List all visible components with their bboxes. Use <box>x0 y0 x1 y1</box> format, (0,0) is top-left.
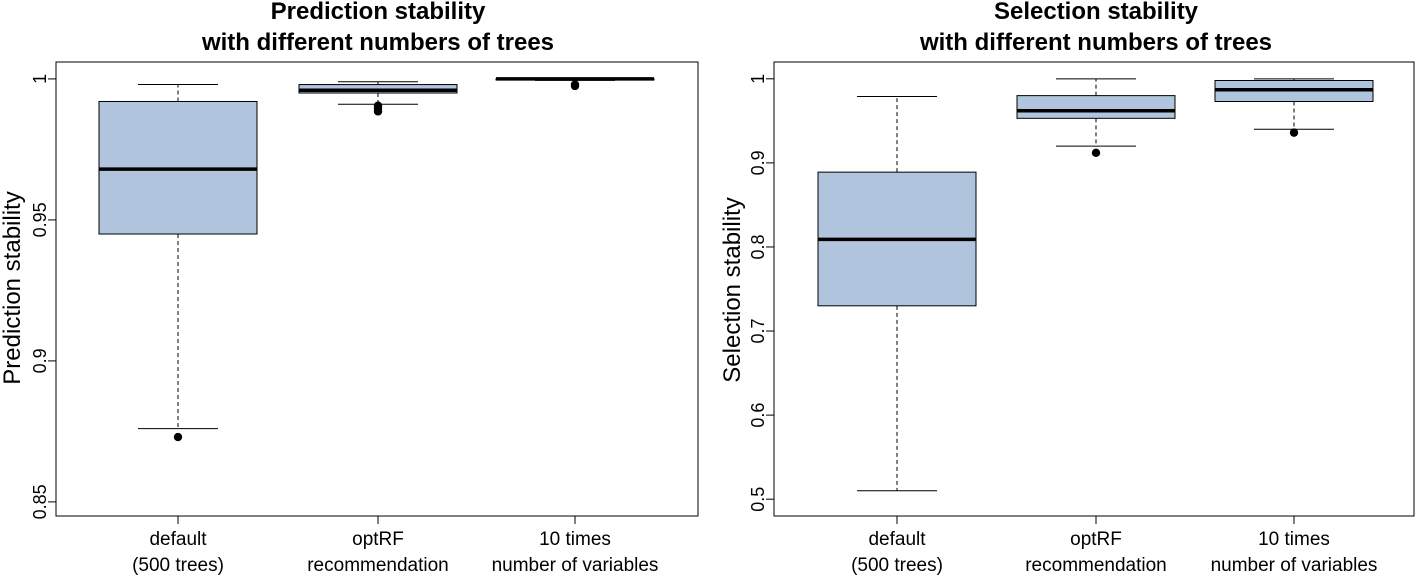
y-tick-label: 1 <box>30 74 50 84</box>
x-tick-label: (500 trees) <box>132 555 224 576</box>
box-2 <box>298 81 458 116</box>
y-tick-label: 0.95 <box>30 202 50 237</box>
x-tick-label: recommendation <box>1025 555 1167 576</box>
box-3 <box>1214 78 1374 137</box>
x-tick-label: 10 times <box>1258 529 1330 550</box>
y-axis-label: Selection stability <box>719 197 746 382</box>
x-tick-label: 10 times <box>539 529 611 550</box>
box-3 <box>495 77 655 91</box>
selection-stability-chart: Selection stability with different numbe… <box>719 0 1415 576</box>
outlier-point <box>1091 148 1101 157</box>
y-tick-label: 0.7 <box>748 319 768 344</box>
chart-title-line-2: with different numbers of trees <box>201 29 554 56</box>
chart-title-line-1: Prediction stability <box>271 0 486 25</box>
x-tick-label: (500 trees) <box>851 555 943 576</box>
outlier-point <box>173 432 183 442</box>
outlier-point <box>373 101 383 110</box>
box-2 <box>1016 78 1176 157</box>
x-tick-label: optRF <box>352 529 404 550</box>
y-tick-label: 0.9 <box>30 348 50 373</box>
y-tick-label: 1 <box>748 74 768 84</box>
prediction-stability-chart: Prediction stability with different numb… <box>0 0 699 576</box>
plot-frame <box>55 61 699 517</box>
box-1 <box>98 84 258 442</box>
y-tick-label: 0.8 <box>748 234 768 259</box>
interquartile-box <box>1016 95 1176 119</box>
x-tick-label: optRF <box>1070 529 1122 550</box>
y-tick-label: 0.85 <box>30 484 50 519</box>
x-tick-label: default <box>868 529 926 550</box>
y-tick-label: 0.5 <box>748 487 768 512</box>
outlier-point <box>570 80 580 89</box>
y-tick-label: 0.6 <box>748 403 768 428</box>
y-tick-label: 0.9 <box>748 150 768 175</box>
x-tick-label: recommendation <box>307 555 449 576</box>
chart-title-line-2: with different numbers of trees <box>919 29 1272 56</box>
x-tick-label: default <box>149 529 207 550</box>
x-tick-label: number of variables <box>492 555 659 576</box>
y-axis-label: Prediction stability <box>0 191 26 384</box>
box-1 <box>817 95 977 492</box>
chart-title-line-1: Selection stability <box>994 0 1199 25</box>
plot-frame <box>773 61 1415 517</box>
x-tick-label: number of variables <box>1211 555 1378 576</box>
outlier-point <box>1289 128 1299 137</box>
